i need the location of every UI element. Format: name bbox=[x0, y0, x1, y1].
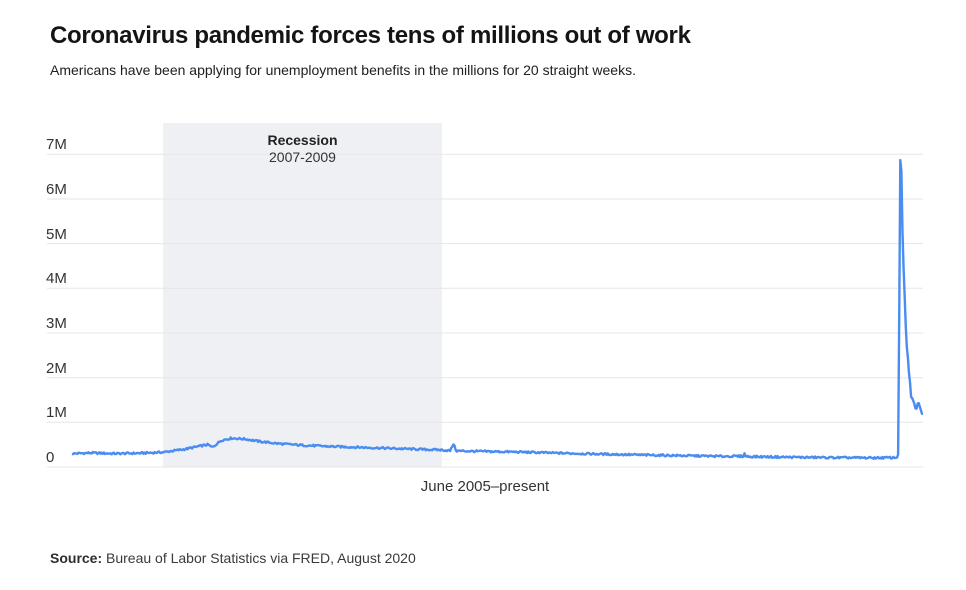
y-tick-label-2M: 2M bbox=[46, 359, 67, 377]
y-tick-label-4M: 4M bbox=[46, 270, 67, 288]
y-tick-label-5M: 5M bbox=[46, 225, 67, 243]
claims-line bbox=[71, 158, 923, 460]
chart-title: Coronavirus pandemic forces tens of mill… bbox=[50, 22, 691, 49]
recession-label: Recession bbox=[267, 132, 338, 148]
source-text: Bureau of Labor Statistics via FRED, Aug… bbox=[102, 550, 416, 566]
source-line: Source: Bureau of Labor Statistics via F… bbox=[50, 550, 416, 566]
y-tick-label-3M: 3M bbox=[46, 314, 67, 332]
source-label: Source: bbox=[50, 550, 103, 566]
y-tick-label-0: 0 bbox=[46, 449, 55, 466]
claims-line-chart bbox=[47, 123, 923, 468]
y-tick-label-6M: 6M bbox=[46, 180, 67, 198]
recession-band bbox=[163, 123, 442, 467]
recession-band-label: Recession 2007-2009 bbox=[267, 132, 337, 166]
y-tick-label-7M: 7M bbox=[46, 136, 67, 154]
x-axis-label: June 2005–present bbox=[420, 478, 550, 495]
y-tick-label-1M: 1M bbox=[46, 404, 67, 422]
chart-subtitle: Americans have been applying for unemplo… bbox=[50, 62, 636, 78]
recession-years-label: 2007-2009 bbox=[269, 149, 336, 165]
